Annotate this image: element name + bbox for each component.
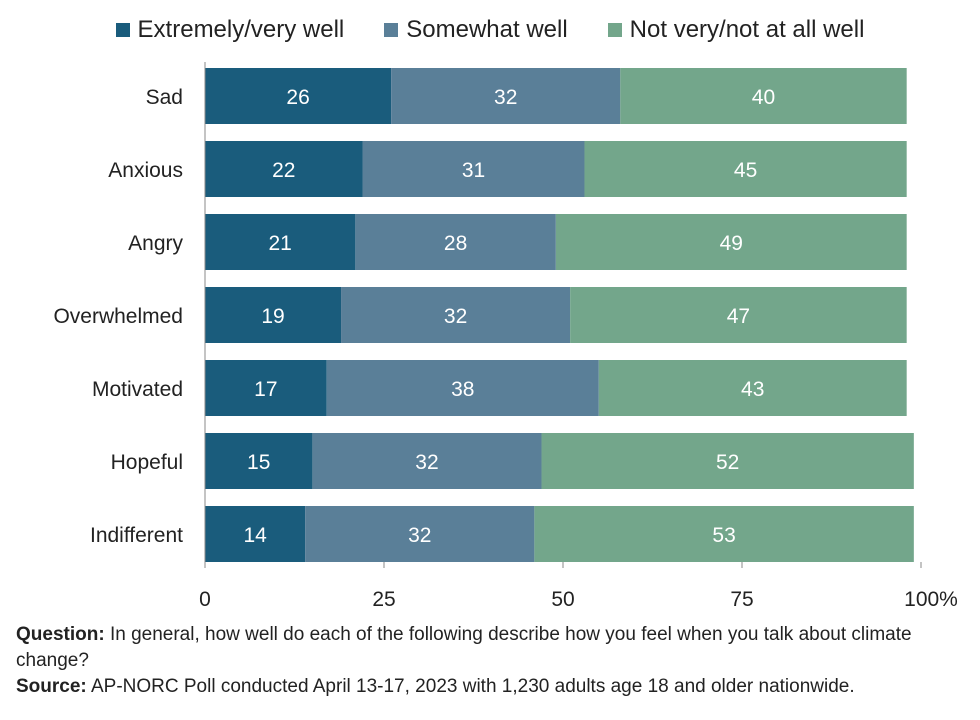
data-label: 32 <box>415 451 438 474</box>
bar-segment <box>205 141 363 197</box>
stacked-bar-chart: Sad 26 32 40 Anxious 22 31 45 Angry 21 28 49 Overwhe… <box>53 62 958 611</box>
x-tick-label: 75 <box>730 588 753 611</box>
bar-segment <box>205 433 313 489</box>
x-tick-label: 0 <box>199 588 211 611</box>
bar-segment <box>391 68 621 124</box>
data-label: 17 <box>254 378 277 401</box>
data-label: 15 <box>247 451 270 474</box>
data-label: 26 <box>286 86 309 109</box>
legend-item-extremely-very-well: Extremely/very well <box>115 16 345 44</box>
x-tick-label: 100% <box>904 588 958 611</box>
data-label: 19 <box>261 305 284 328</box>
bar-segment <box>305 506 535 562</box>
category-label: Indifferent <box>90 524 183 547</box>
chart-notes: Question: In general, how well do each o… <box>16 622 966 700</box>
question-note: Question: In general, how well do each o… <box>16 622 966 674</box>
data-label: 22 <box>272 159 295 182</box>
bar-segment <box>555 214 907 270</box>
bar-segment <box>326 360 599 416</box>
bar-segment <box>598 360 907 416</box>
data-label: 14 <box>243 524 267 547</box>
data-label: 32 <box>494 86 517 109</box>
data-label: 31 <box>462 159 485 182</box>
legend-item-somewhat-well: Somewhat well <box>384 16 568 44</box>
legend-swatch <box>384 23 399 37</box>
data-label: 21 <box>269 232 292 255</box>
x-tick-label: 50 <box>551 588 574 611</box>
category-label: Angry <box>128 232 183 255</box>
legend-item-not-very-well: Not very/not at all well <box>607 16 865 44</box>
category-label: Overwhelmed <box>53 305 183 328</box>
data-label: 45 <box>734 159 757 182</box>
bar-segment <box>355 214 556 270</box>
legend-label: Extremely/very well <box>137 16 345 43</box>
legend-label: Somewhat well <box>406 16 568 43</box>
data-label: 49 <box>720 232 743 255</box>
data-label: 40 <box>752 86 775 109</box>
question-text: In general, how well do each of the foll… <box>16 624 912 671</box>
category-label: Sad <box>146 86 183 109</box>
chart-legend: Extremely/very well Somewhat well Not ve… <box>0 16 980 44</box>
data-label: 32 <box>408 524 431 547</box>
category-label: Motivated <box>92 378 183 401</box>
source-note: Source: AP-NORC Poll conducted April 13-… <box>16 674 966 700</box>
data-label: 32 <box>444 305 467 328</box>
legend-label: Not very/not at all well <box>629 16 865 43</box>
bar-segment <box>312 433 542 489</box>
bar-segment <box>620 68 907 124</box>
data-label: 38 <box>451 378 474 401</box>
bar-segment <box>205 287 342 343</box>
legend-swatch <box>607 23 622 37</box>
source-label: Source: <box>16 676 87 697</box>
bar-segment <box>570 287 907 343</box>
data-label: 28 <box>444 232 467 255</box>
data-label: 43 <box>741 378 764 401</box>
legend-swatch <box>115 23 130 37</box>
bar-segment <box>584 141 907 197</box>
bar-segment <box>205 360 327 416</box>
question-label: Question: <box>16 624 105 645</box>
bar-segment <box>341 287 571 343</box>
bar-segment <box>534 506 914 562</box>
x-tick-label: 25 <box>372 588 395 611</box>
data-label: 47 <box>727 305 750 328</box>
bar-segment <box>541 433 914 489</box>
source-text: AP-NORC Poll conducted April 13-17, 2023… <box>86 676 855 697</box>
category-label: Anxious <box>108 159 183 182</box>
bar-segment <box>205 214 356 270</box>
data-label: 53 <box>712 524 735 547</box>
bar-segment <box>205 506 306 562</box>
bar-segment <box>205 68 392 124</box>
bar-segment <box>362 141 585 197</box>
data-label: 52 <box>716 451 739 474</box>
category-label: Hopeful <box>111 451 183 474</box>
